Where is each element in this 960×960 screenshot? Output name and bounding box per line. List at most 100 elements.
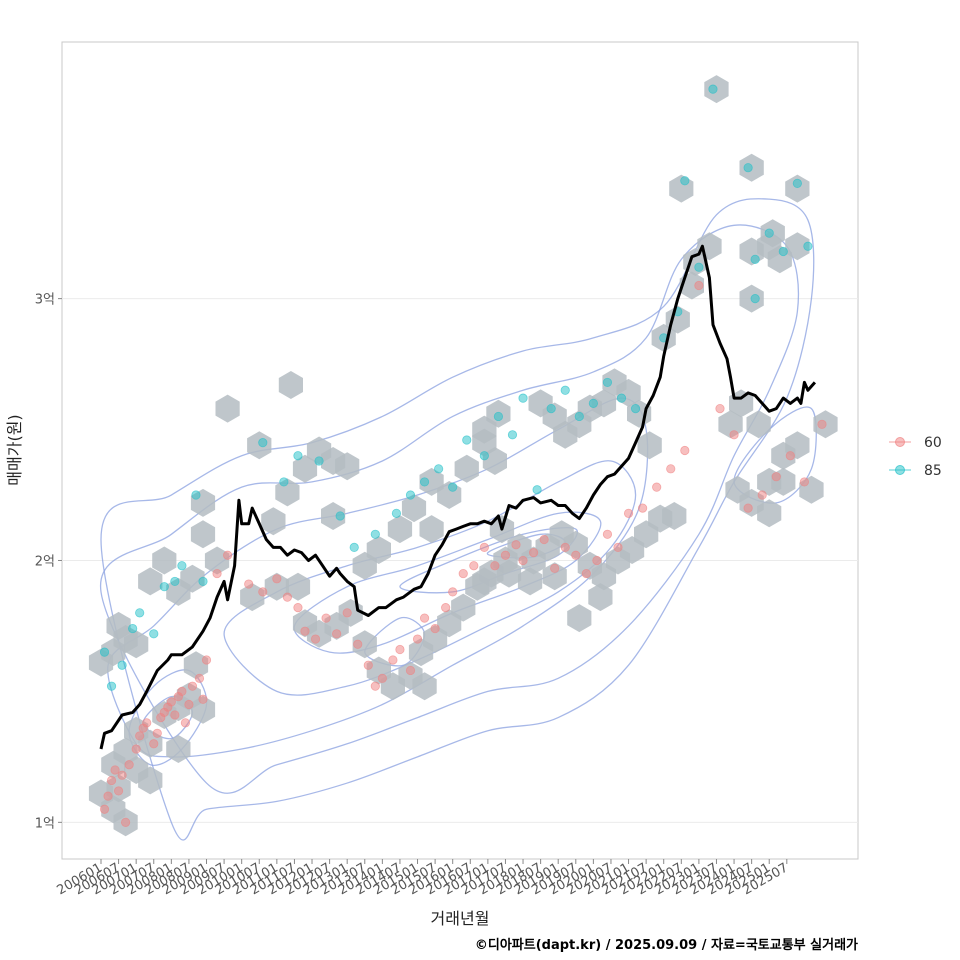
legend-label: 60 (924, 435, 942, 451)
x-axis-title: 거래년월 (431, 909, 490, 928)
hexbin-cell (496, 559, 522, 588)
hexbin-cell (785, 232, 810, 261)
scatter-point-60 (149, 739, 159, 749)
trend-line-layer (99, 244, 817, 750)
y-tick-label: 3억 (35, 293, 55, 308)
scatter-point-60 (223, 550, 233, 560)
scatter-point-85 (560, 385, 570, 395)
hexbin-cell (472, 567, 497, 596)
hexbin-cell (264, 572, 289, 601)
hexbin-cell (785, 174, 810, 203)
x-axis: 2006012006072007012007072008012008072009… (55, 859, 791, 898)
scatter-points (99, 84, 827, 827)
scatter-point-60 (377, 673, 387, 683)
scatter-point-60 (458, 568, 468, 579)
hexbin-cell (138, 766, 163, 795)
scatter-point-60 (490, 561, 500, 571)
hexbin-cell (138, 567, 163, 596)
scatter-point-60 (113, 786, 124, 796)
scatter-point-60 (817, 419, 827, 429)
scatter-point-60 (131, 744, 141, 754)
scatter-point-85 (198, 576, 208, 587)
scatter-point-85 (293, 451, 303, 461)
scatter-point-85 (128, 623, 138, 634)
scatter-point-85 (117, 660, 127, 670)
hexbin-cell (152, 546, 177, 575)
scatter-point-60 (370, 681, 380, 691)
legend-key-marker (895, 437, 905, 447)
hexbin-cell (180, 564, 205, 593)
scatter-point-60 (187, 681, 198, 691)
hexbin-cell (637, 431, 662, 460)
y-axis: 1억 2억 3억 (35, 293, 62, 831)
scatter-point-60 (419, 613, 430, 623)
scatter-point-85 (279, 477, 289, 487)
hexbin-cell (292, 454, 318, 483)
hexbin-cell (567, 604, 592, 633)
hexbin-cell (419, 515, 444, 544)
plot-panel (61, 41, 859, 860)
hexbin-cell (517, 567, 543, 596)
scatter-point-60 (757, 490, 767, 500)
y-tick-label: 2억 (35, 554, 55, 569)
scatter-point-60 (743, 503, 753, 513)
scatter-point-85 (574, 411, 584, 422)
scatter-point-85 (335, 511, 345, 521)
scatter-point-60 (500, 550, 511, 560)
scatter-point-85 (518, 393, 528, 403)
scatter-point-60 (300, 626, 310, 636)
hexbin-cell (412, 672, 437, 701)
scatter-point-60 (99, 804, 110, 814)
scatter-point-60 (638, 503, 648, 513)
scatter-point-85 (630, 404, 641, 414)
hexbin-cell (204, 546, 230, 575)
scatter-point-85 (479, 451, 489, 461)
density-contour (100, 224, 800, 794)
scatter-point-60 (666, 464, 676, 474)
hexbin-cell (166, 735, 191, 763)
scatter-point-60 (124, 760, 134, 770)
scatter-point-60 (412, 634, 423, 644)
scatter-point-60 (680, 445, 690, 456)
scatter-point-85 (493, 411, 504, 422)
legend-label: 85 (924, 463, 942, 479)
scatter-point-60 (180, 718, 191, 728)
density-contour (100, 198, 815, 841)
scatter-point-85 (170, 576, 180, 587)
scatter-point-60 (550, 563, 560, 573)
hexbin-cell (261, 507, 286, 536)
scatter-point-60 (198, 694, 208, 704)
scatter-point-60 (110, 765, 120, 775)
scatter-point-85 (462, 435, 472, 445)
scatter-point-85 (391, 508, 402, 518)
hexbin-cell (352, 551, 377, 580)
scatter-point-85 (694, 262, 704, 272)
scatter-point-85 (764, 228, 774, 238)
hexbin-cell (591, 389, 617, 418)
hexbin-cell (240, 583, 265, 612)
scatter-point-60 (715, 404, 725, 414)
hexbin-cell (183, 651, 209, 680)
legend-key-marker (895, 465, 905, 475)
scatter-point-60 (518, 555, 528, 566)
scatter-point-85 (546, 404, 556, 414)
hexbin-cell (190, 520, 216, 549)
scatter-point-60 (184, 699, 194, 710)
scatter-point-60 (310, 634, 321, 644)
scatter-point-85 (349, 542, 359, 552)
scatter-point-60 (321, 613, 331, 623)
scatter-point-60 (342, 608, 352, 618)
scatter-point-60 (560, 542, 570, 552)
scatter-point-85 (750, 254, 760, 264)
scatter-point-85 (532, 485, 542, 495)
hexbin-cell (401, 494, 427, 523)
scatter-point-85 (135, 608, 145, 618)
scatter-point-60 (528, 548, 539, 558)
hexbin-cell (113, 737, 138, 766)
scatter-point-60 (194, 673, 205, 683)
scatter-point-60 (602, 529, 613, 539)
hexbin-cell (482, 447, 507, 475)
scatter-point-85 (803, 241, 813, 251)
scatter-point-85 (419, 477, 430, 487)
